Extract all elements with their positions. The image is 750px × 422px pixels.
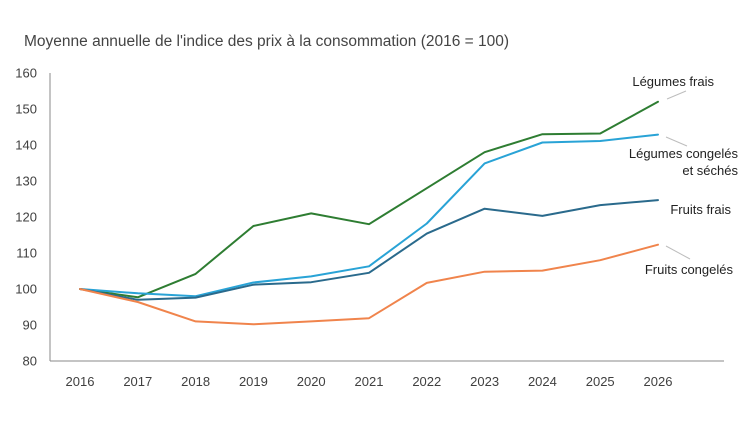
series-label-line: Légumes frais	[632, 74, 714, 89]
y-tick-label-150: 150	[15, 102, 37, 117]
leader-line-1	[665, 136, 688, 147]
series-label-line: Fruits frais	[670, 202, 731, 217]
series-label-0: Légumes frais	[632, 74, 714, 89]
x-tick-label-2024: 2024	[528, 374, 557, 389]
y-tick-label-80: 80	[23, 354, 37, 369]
y-tick-label-100: 100	[15, 282, 37, 297]
series-label-line: Fruits congelés	[645, 262, 734, 277]
y-tick-label-130: 130	[15, 174, 37, 189]
series-label-1: Légumes congelés et séchés	[629, 146, 739, 178]
x-tick-label-2018: 2018	[181, 374, 210, 389]
series-label-2: Fruits frais	[670, 202, 731, 217]
x-tick-label-2020: 2020	[297, 374, 326, 389]
leader-line-0	[666, 90, 687, 100]
y-tick-label-160: 160	[15, 66, 37, 81]
series-line-0	[79, 100, 659, 299]
series-label-3: Fruits congelés	[645, 262, 734, 277]
x-tick-label-2023: 2023	[470, 374, 499, 389]
series-line-2	[79, 199, 659, 301]
x-tick-label-2022: 2022	[412, 374, 441, 389]
x-tick-label-2019: 2019	[239, 374, 268, 389]
x-tick-label-2025: 2025	[586, 374, 615, 389]
x-tick-label-2026: 2026	[644, 374, 673, 389]
leader-line-3	[665, 245, 691, 260]
x-tick-label-2016: 2016	[66, 374, 95, 389]
x-tick-label-2017: 2017	[123, 374, 152, 389]
series-line-1	[79, 133, 659, 298]
y-tick-label-110: 110	[16, 246, 37, 261]
series-line-3	[79, 243, 659, 326]
series-label-line: Légumes congelés	[629, 146, 739, 161]
y-tick-label-120: 120	[15, 210, 37, 225]
x-tick-label-2021: 2021	[355, 374, 384, 389]
chart-title: Moyenne annuelle de l'indice des prix à …	[24, 33, 510, 50]
series-label-line: et séchés	[682, 163, 738, 178]
y-tick-label-90: 90	[23, 318, 37, 333]
y-tick-label-140: 140	[15, 138, 37, 153]
